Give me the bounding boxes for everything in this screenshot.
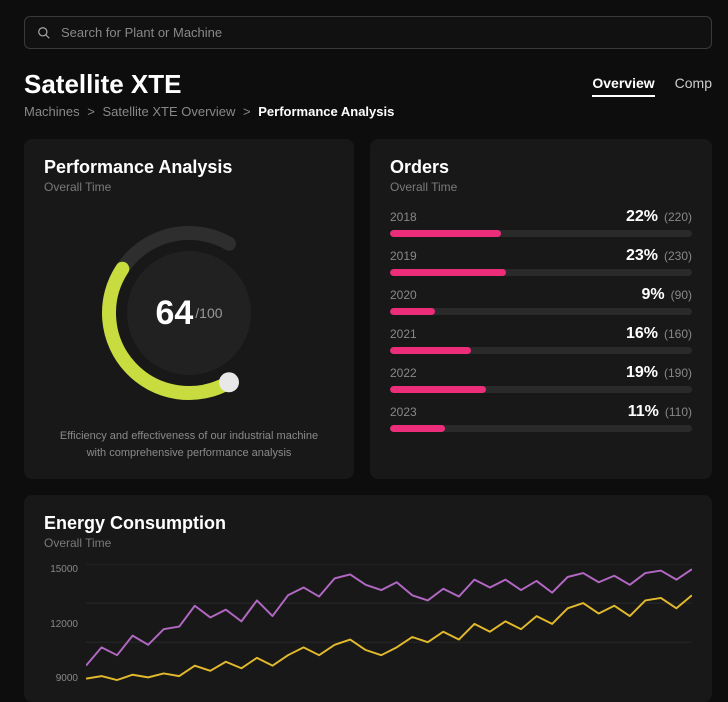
tab-overview[interactable]: Overview xyxy=(592,75,654,97)
order-count: (90) xyxy=(671,288,692,302)
order-bar xyxy=(390,269,506,276)
order-pct: 16% xyxy=(626,325,658,343)
energy-series-yellow xyxy=(86,595,692,680)
performance-title: Performance Analysis xyxy=(44,157,334,178)
order-row: 2020 9% (90) xyxy=(390,286,692,315)
crumb-2: Performance Analysis xyxy=(258,104,394,119)
order-row: 2022 19% (190) xyxy=(390,364,692,393)
order-bar xyxy=(390,347,471,354)
order-year: 2022 xyxy=(390,366,417,380)
page-title: Satellite XTE xyxy=(24,69,394,100)
performance-gauge: 64 /100 xyxy=(84,208,294,418)
orders-card: Orders Overall Time 2018 22% (220) 2019 23% (… xyxy=(370,139,712,479)
breadcrumbs: Machines > Satellite XTE Overview > Perf… xyxy=(24,104,394,119)
gauge-value: 64 xyxy=(155,294,193,333)
search-bar[interactable] xyxy=(24,16,712,49)
energy-title: Energy Consumption xyxy=(44,513,692,534)
order-row: 2023 11% (110) xyxy=(390,403,692,432)
order-row: 2021 16% (160) xyxy=(390,325,692,354)
order-count: (220) xyxy=(664,210,692,224)
order-pct: 19% xyxy=(626,364,658,382)
order-bar xyxy=(390,230,501,237)
performance-description: Efficiency and effectiveness of our indu… xyxy=(44,428,334,461)
order-bar xyxy=(390,425,445,432)
order-year: 2023 xyxy=(390,405,417,419)
crumb-1[interactable]: Satellite XTE Overview xyxy=(102,104,235,119)
order-bar xyxy=(390,386,486,393)
order-bar xyxy=(390,308,435,315)
order-row: 2019 23% (230) xyxy=(390,247,692,276)
order-year: 2020 xyxy=(390,288,417,302)
search-icon xyxy=(37,26,51,40)
energy-card: Energy Consumption Overall Time 15000 120… xyxy=(24,495,712,702)
performance-subtitle: Overall Time xyxy=(44,180,334,194)
search-input[interactable] xyxy=(61,25,699,40)
tab-components[interactable]: Comp xyxy=(675,75,712,97)
performance-card: Performance Analysis Overall Time 64 /10… xyxy=(24,139,354,479)
order-year: 2019 xyxy=(390,249,417,263)
order-pct: 23% xyxy=(626,247,658,265)
order-pct: 9% xyxy=(642,286,665,304)
order-pct: 11% xyxy=(628,403,659,421)
energy-subtitle: Overall Time xyxy=(44,536,692,550)
crumb-0[interactable]: Machines xyxy=(24,104,80,119)
y-tick-label: 12000 xyxy=(44,619,84,630)
order-row: 2018 22% (220) xyxy=(390,208,692,237)
order-count: (230) xyxy=(664,249,692,263)
y-tick-label: 15000 xyxy=(44,564,84,575)
energy-chart: 15000 12000 9000 xyxy=(44,564,692,684)
order-year: 2018 xyxy=(390,210,417,224)
order-pct: 22% xyxy=(626,208,658,226)
order-count: (190) xyxy=(664,366,692,380)
gauge-max: /100 xyxy=(195,305,222,321)
orders-title: Orders xyxy=(390,157,692,178)
order-count: (110) xyxy=(665,405,692,419)
order-count: (160) xyxy=(664,327,692,341)
y-tick-label: 9000 xyxy=(44,673,84,684)
orders-subtitle: Overall Time xyxy=(390,180,692,194)
tabs: Overview Comp xyxy=(592,69,712,97)
order-year: 2021 xyxy=(390,327,417,341)
